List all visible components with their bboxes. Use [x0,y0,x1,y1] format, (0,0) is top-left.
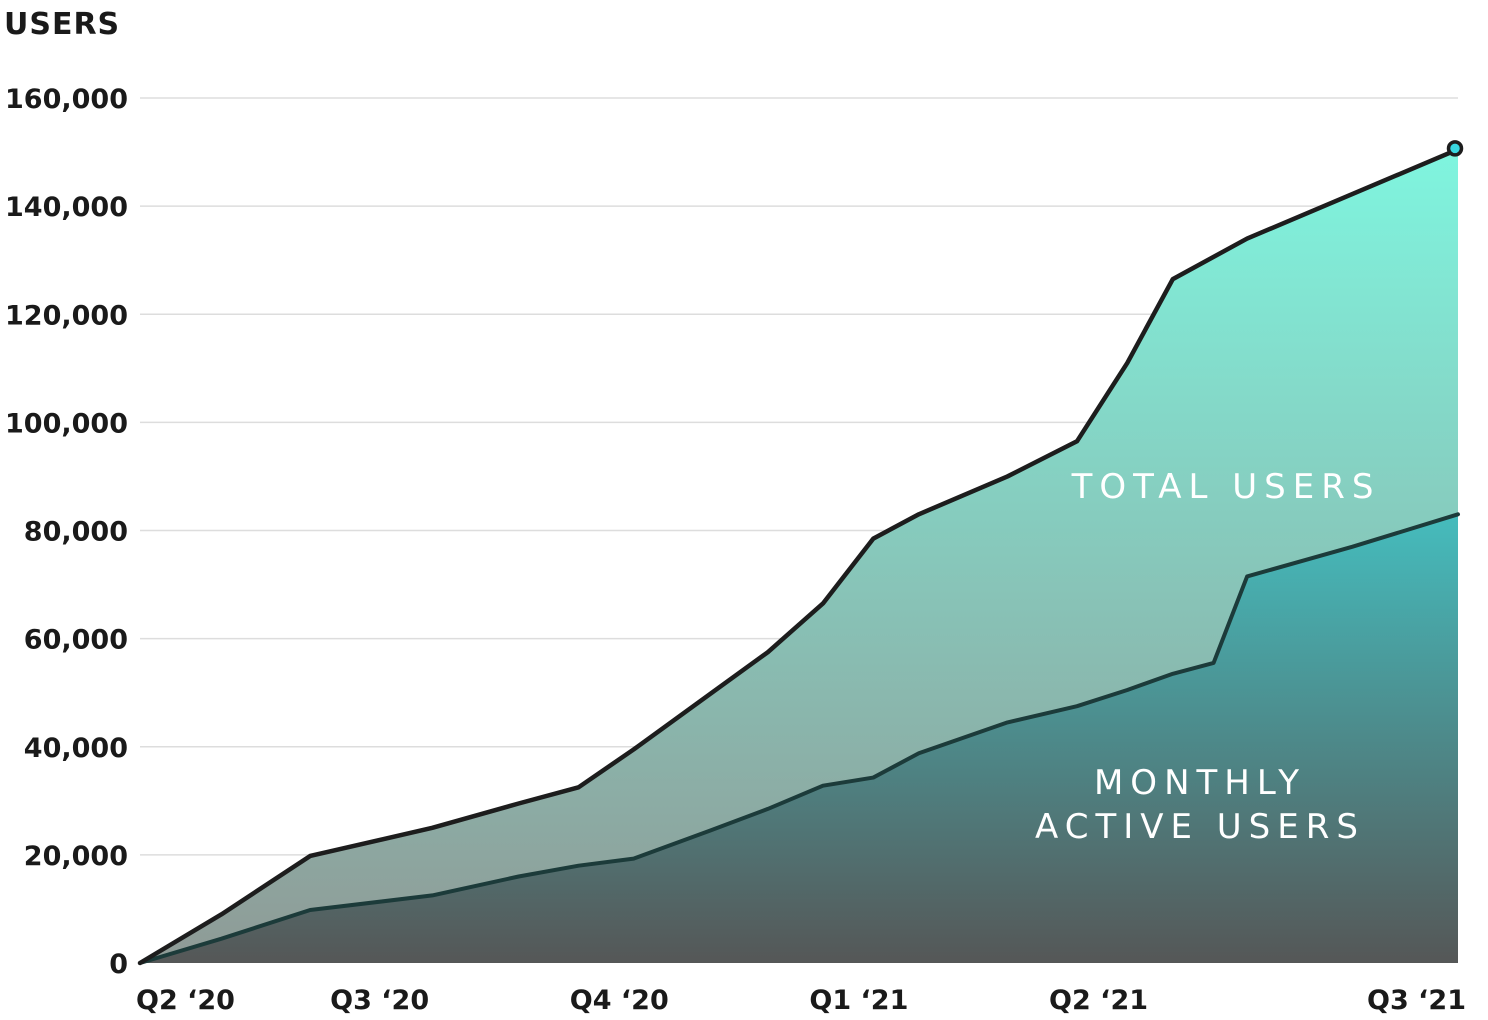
total-users-area-label: TOTAL USERS [1071,467,1381,507]
y-tick-label: 80,000 [24,517,128,548]
x-tick-label: Q2 ‘21 [1049,985,1148,1016]
x-tick-label: Q1 ‘21 [809,985,908,1016]
monthly-active-users-line [138,512,1460,965]
x-axis-tick-labels: Q2 ‘20 Q3 ‘20 Q4 ‘20 Q1 ‘21 Q2 ‘21 Q3 ‘21 [136,985,1466,1016]
x-tick-label: Q4 ‘20 [570,985,669,1016]
y-tick-label: 40,000 [24,733,128,764]
y-tick-label: 160,000 [5,84,128,115]
y-tick-label: 60,000 [24,625,128,656]
y-tick-label: 140,000 [5,192,128,223]
marker-layer [1446,140,1464,157]
total-users-line [137,147,1461,966]
y-tick-label: 0 [109,949,128,980]
monthly-active-users-label-line: ACTIVE USERS [1035,807,1365,847]
y-tick-label: 20,000 [24,841,128,872]
y-axis-title: USERS [4,7,120,42]
area-layer [140,149,1458,963]
line-layer [137,147,1461,966]
monthly-active-users-area-label: MONTHLY ACTIVE USERS [1035,763,1365,847]
total-users-end-marker [1446,140,1464,157]
monthly-active-users-area [140,514,1458,963]
x-tick-label: Q3 ‘20 [330,985,429,1016]
x-tick-label: Q2 ‘20 [136,985,235,1016]
y-axis-tick-labels: 0 20,000 40,000 60,000 80,000 100,000 120,000 1… [5,84,128,980]
y-tick-label: 120,000 [5,300,128,331]
y-tick-label: 100,000 [5,408,128,439]
x-tick-label: Q3 ‘21 [1367,985,1466,1016]
monthly-active-users-label-line: MONTHLY [1094,763,1306,803]
